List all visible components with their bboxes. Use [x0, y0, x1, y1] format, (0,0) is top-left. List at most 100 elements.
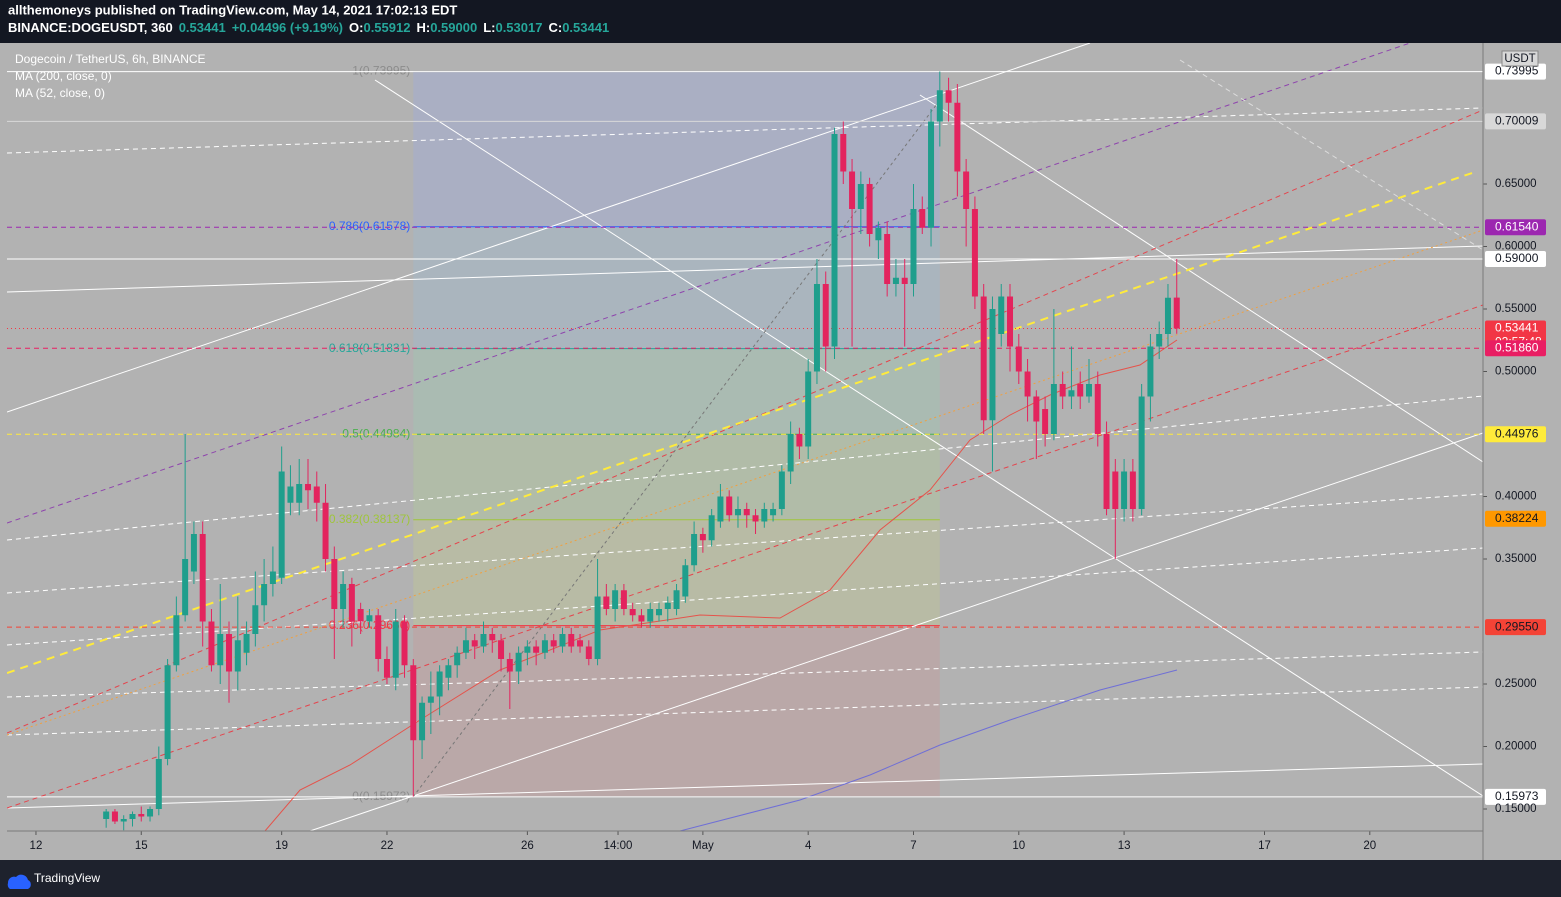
candle-body	[603, 596, 610, 609]
candle-body	[480, 634, 487, 647]
candle-body	[699, 534, 706, 541]
candle-body	[1112, 471, 1119, 509]
candle-body	[761, 509, 768, 522]
candle-body	[840, 134, 847, 172]
candle-body	[559, 634, 566, 647]
candle-body	[849, 171, 856, 209]
x-tick-label: 12	[30, 840, 43, 852]
price-label-box	[1485, 426, 1546, 443]
fib-level-label: 1(0.73995)	[352, 64, 410, 78]
candle-body	[945, 90, 952, 103]
l-label: L:	[483, 20, 495, 35]
price-label-box	[1485, 788, 1546, 805]
candle-body	[366, 615, 373, 622]
y-tick-label: 0.55000	[1495, 303, 1537, 315]
last-price: 0.53441	[179, 20, 226, 35]
x-tick-label: 17	[1258, 840, 1271, 852]
x-tick-label: 7	[910, 840, 916, 852]
candle-body	[348, 584, 355, 622]
price-label: 0.15973	[1495, 789, 1539, 803]
channel-line	[7, 686, 1483, 736]
candle-body	[155, 759, 162, 809]
fib-zone	[413, 348, 940, 435]
drawings	[7, 43, 1483, 831]
legend-ma200: MA (200, close, 0)	[15, 69, 112, 83]
candle-body	[269, 571, 276, 584]
candle-body	[612, 590, 619, 609]
candle-body	[1085, 384, 1092, 397]
symbol: BINANCE:DOGEUSDT, 360	[8, 20, 173, 35]
y-tick-label: 0.50000	[1495, 366, 1537, 378]
y-tick-label: 0.60000	[1495, 241, 1537, 253]
price-label-box	[1485, 63, 1546, 80]
trend-line	[7, 763, 1483, 809]
candle-body	[805, 371, 812, 447]
symbol-line: BINANCE:DOGEUSDT, 360 0.53441 +0.04496 (+9…	[8, 20, 609, 35]
x-tick-label: 19	[275, 840, 288, 852]
candle-body	[664, 602, 671, 609]
candle-body	[743, 509, 750, 516]
candle-body	[770, 509, 777, 516]
candle-body	[147, 809, 154, 817]
fib-zone	[413, 226, 940, 349]
candle-body	[577, 640, 584, 647]
candle-body	[901, 277, 908, 284]
candle-body	[304, 484, 311, 491]
currency: USDT	[1504, 53, 1535, 65]
candle-body	[752, 515, 759, 522]
candle-body	[208, 621, 215, 666]
candle-body	[822, 284, 829, 347]
candle-body	[971, 209, 978, 297]
candle-body	[1068, 390, 1075, 397]
x-tick-label: 26	[521, 840, 534, 852]
candle-body	[322, 502, 329, 559]
footer-bar	[0, 860, 1561, 897]
ma-200	[679, 669, 1178, 831]
price-label-box	[1485, 251, 1546, 267]
trend-line	[7, 245, 1483, 293]
candle-body	[1042, 409, 1049, 434]
y-tick-label: 0.35000	[1495, 553, 1537, 565]
channel-line	[7, 171, 1476, 674]
candle-body	[682, 565, 689, 597]
candle-body	[182, 559, 189, 616]
candle-body	[884, 234, 891, 284]
candle-body	[1147, 346, 1154, 397]
candle-body	[489, 634, 496, 641]
candle-body	[629, 609, 636, 616]
price-label: 0.70009	[1495, 114, 1539, 128]
candle-body	[1007, 296, 1014, 347]
x-tick-label: 14:00	[604, 840, 633, 852]
candle-body	[647, 609, 654, 622]
price-label: 0.29550	[1495, 619, 1539, 633]
candle-body	[866, 184, 873, 234]
h-label: H:	[416, 20, 430, 35]
h-value: 0.59000	[430, 20, 477, 35]
candle-body	[778, 471, 785, 509]
candle-body	[261, 584, 268, 606]
candle-body	[998, 296, 1005, 334]
y-tick-label: 0.15000	[1495, 803, 1537, 815]
candle-body	[445, 665, 452, 678]
y-tick-label: 0.20000	[1495, 741, 1537, 753]
candle-body	[656, 609, 663, 616]
candle-body	[734, 509, 741, 516]
price-label: 0.59000	[1495, 251, 1539, 265]
fib-level-label: 0.5(0.44984)	[342, 426, 410, 440]
price-label: 0.44976	[1495, 426, 1539, 440]
x-tick-label: 20	[1363, 840, 1376, 852]
candle-body	[410, 665, 417, 741]
ma-52	[264, 339, 1178, 831]
candle-body	[120, 819, 127, 822]
brand: TradingView	[34, 871, 100, 885]
c-value: 0.53441	[562, 20, 609, 35]
candle-body	[673, 590, 680, 609]
candle-body	[726, 496, 733, 516]
price-label-box	[1485, 219, 1546, 236]
fib-zones: 1(0.73995)0.786(0.61578)0.618(0.51831)0.…	[329, 64, 940, 803]
y-tick-label: 0.25000	[1495, 678, 1537, 690]
candle-body	[190, 534, 197, 572]
candle-body	[708, 515, 715, 541]
candle-body	[1024, 371, 1031, 397]
